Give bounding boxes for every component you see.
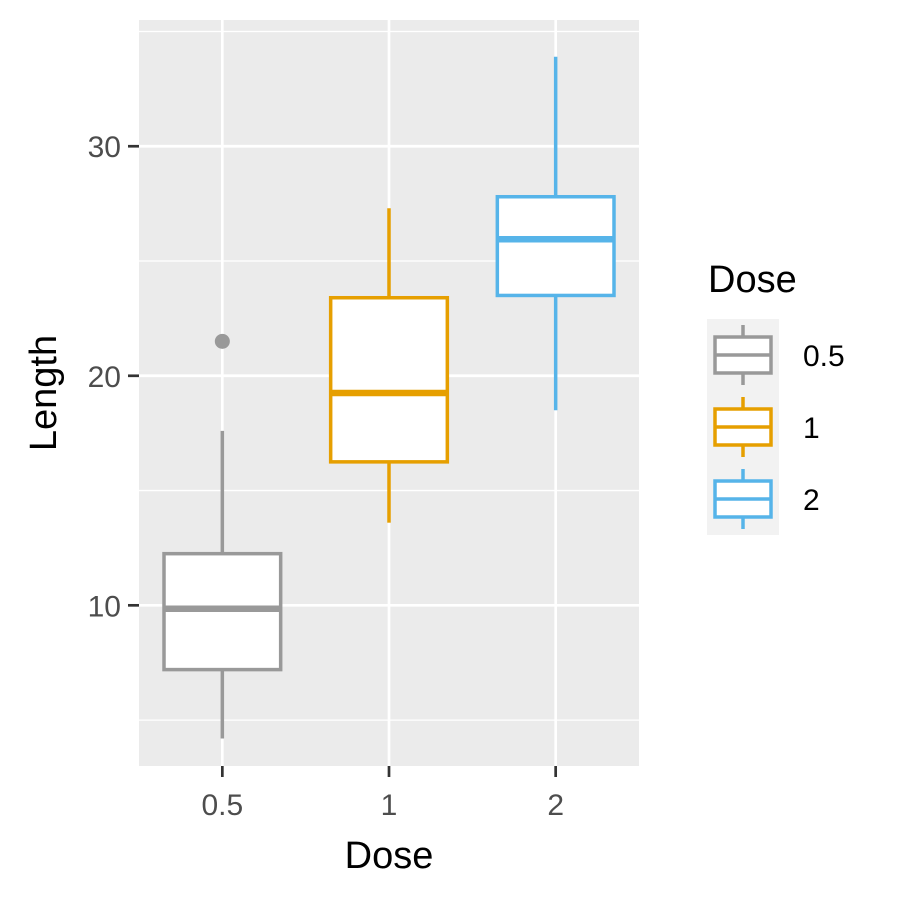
box-2 <box>495 56 616 411</box>
legend-label: 1 <box>803 412 820 445</box>
box-body <box>328 295 450 464</box>
box-0.5 <box>162 333 283 739</box>
box-body <box>495 194 616 298</box>
y-tick-label: 30 <box>88 131 121 164</box>
x-tick-label: 2 <box>547 789 564 822</box>
axes: 10 20 30 0.5 1 2 <box>88 131 564 822</box>
legend-title: Dose <box>708 259 797 301</box>
x-axis-title: Dose <box>345 835 434 877</box>
y-tick-label: 10 <box>88 590 121 623</box>
x-tick-label: 1 <box>381 789 398 822</box>
y-axis-title: Length <box>23 335 65 451</box>
legend-item-0.5: 0.5 <box>713 325 845 385</box>
legend-label: 0.5 <box>803 340 845 373</box>
outlier-point <box>214 333 230 349</box>
y-tick-label: 20 <box>88 361 121 394</box>
legend: Dose 0.5 1 2 <box>707 259 845 535</box>
legend-label: 2 <box>803 484 820 517</box>
legend-item-1: 1 <box>713 397 820 457</box>
boxes <box>162 56 616 739</box>
legend-item-2: 2 <box>713 469 820 529</box>
x-tick-label: 0.5 <box>201 789 243 822</box>
box-1 <box>328 208 450 523</box>
